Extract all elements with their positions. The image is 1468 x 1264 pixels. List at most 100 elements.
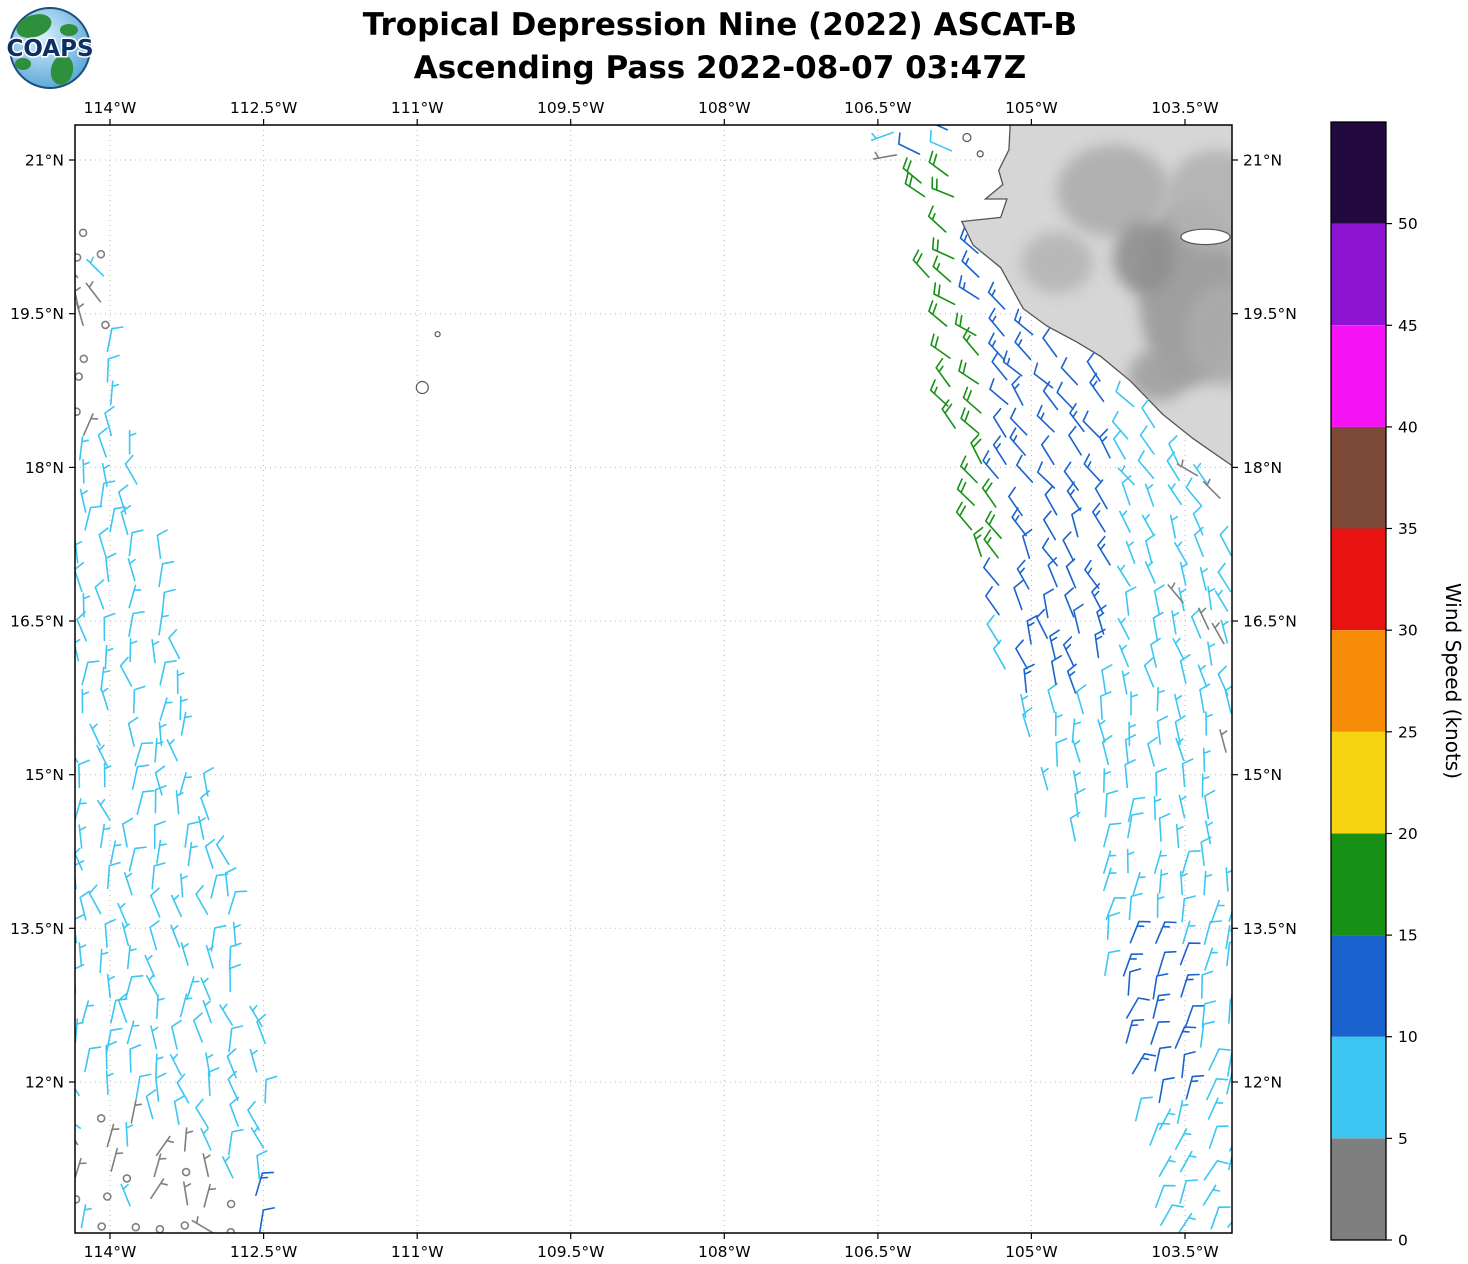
wind-barb: [159, 697, 173, 721]
wind-barb: [126, 1020, 140, 1045]
wind-barb: [176, 669, 185, 695]
wind-barb: [1199, 1020, 1216, 1048]
wind-barbs-extra: [870, 131, 1228, 753]
colorbar-tick-label: 25: [1398, 723, 1418, 741]
wind-barb: [121, 922, 130, 947]
colorbar-tick-label: 45: [1398, 317, 1418, 335]
wind-barb: [1214, 589, 1229, 612]
wind-barb: [1016, 454, 1034, 483]
wind-barb: [179, 695, 188, 721]
wind-barb: [1042, 381, 1059, 411]
wind-barb: [200, 977, 211, 1001]
wind-barb: [988, 332, 1006, 361]
wind-barb: [958, 359, 979, 385]
wind-barb: [84, 1046, 102, 1072]
wind-barb: [902, 157, 922, 184]
wind-barb: [1073, 603, 1084, 634]
wind-barb: [134, 742, 154, 767]
calm-circle: [96, 1114, 106, 1123]
wind-barb: [1181, 850, 1201, 875]
wind-barb: [158, 611, 169, 636]
wind-barb: [127, 557, 136, 582]
wind-barb: [105, 1070, 114, 1095]
wind-barb: [106, 326, 124, 353]
x-tick-label: 108°W: [698, 1243, 751, 1261]
wind-barb: [99, 480, 116, 507]
wind-barb: [1207, 641, 1216, 666]
wind-barb: [149, 920, 160, 951]
lake-outline: [1180, 228, 1231, 246]
wind-barb: [179, 993, 193, 1018]
y-tick-label: 12°N: [1243, 1074, 1282, 1092]
terrain-blob: [1164, 149, 1232, 253]
wind-barb: [158, 560, 175, 588]
wind-barb: [962, 386, 982, 414]
wind-barb: [961, 250, 980, 278]
wind-barb: [228, 1025, 244, 1053]
wind-barb: [110, 1147, 124, 1172]
x-tick-label: 111°W: [391, 99, 444, 117]
wind-barb: [1144, 561, 1156, 584]
wind-barb: [1055, 737, 1068, 767]
wind-barb: [1143, 657, 1155, 688]
wind-barb: [1094, 479, 1108, 510]
wind-barb: [100, 686, 109, 711]
wind-barb: [1128, 721, 1137, 747]
wind-barb: [204, 838, 216, 870]
wind-barb: [1160, 1204, 1184, 1226]
colorbar-tick-label: 20: [1398, 825, 1418, 843]
calm-circle: [75, 407, 81, 416]
wind-barb: [155, 1135, 174, 1157]
wind-barb: [1056, 381, 1074, 410]
wind-barb: [1071, 507, 1082, 538]
y-tick-label: 15°N: [1243, 766, 1282, 784]
wind-barb: [1227, 1220, 1232, 1228]
wind-barb: [988, 307, 1005, 337]
wind-barb: [105, 1027, 123, 1054]
wind-barb: [986, 614, 1001, 645]
wind-barb: [1210, 1206, 1231, 1230]
colorbar-segment: [1331, 528, 1386, 631]
wind-barb: [1155, 1184, 1176, 1208]
wind-barb: [1158, 869, 1169, 894]
title-line1: Tropical Depression Nine (2022) ASCAT-B: [362, 7, 1078, 43]
wind-barb: [1201, 773, 1210, 798]
wind-barb: [145, 974, 159, 997]
wind-barb: [1131, 1053, 1157, 1075]
wind-barb: [219, 1003, 233, 1026]
calm-circle: [97, 1222, 106, 1231]
wind-barb: [1185, 1074, 1205, 1100]
y-tick-label: 16.5°N: [10, 613, 64, 631]
wind-barb: [1179, 654, 1191, 684]
calm-circle: [79, 354, 89, 364]
wind-barb: [126, 944, 137, 970]
wind-barb: [1036, 608, 1048, 639]
island-outline: [962, 132, 972, 143]
wind-barb: [128, 846, 147, 872]
wind-barb: [1219, 525, 1232, 556]
wind-barb: [168, 629, 181, 660]
wind-barb: [1104, 790, 1119, 818]
wind-barb: [195, 884, 209, 915]
wind-barb: [131, 764, 150, 790]
wind-barb: [97, 427, 108, 458]
wind-barb: [100, 823, 111, 849]
wind-barb: [1103, 867, 1117, 892]
calm-circle: [122, 1174, 132, 1183]
coaps-logo: COAPS: [6, 7, 94, 89]
wind-barb: [962, 327, 979, 356]
wind-barb: [1157, 950, 1177, 976]
wind-barb: [1158, 1155, 1176, 1177]
wind-barb: [1062, 636, 1075, 667]
wind-barb: [155, 1053, 164, 1078]
wind-barb: [1064, 587, 1075, 618]
wind-barb: [1072, 770, 1081, 795]
wind-barb: [898, 132, 921, 155]
wind-barb: [992, 407, 1007, 438]
wind-barb: [931, 176, 955, 198]
wind-barb: [1124, 734, 1137, 764]
wind-barb: [1154, 1046, 1172, 1072]
y-tick-label: 18°N: [25, 459, 64, 477]
wind-barb: [1152, 973, 1169, 1000]
wind-barb: [187, 841, 198, 867]
